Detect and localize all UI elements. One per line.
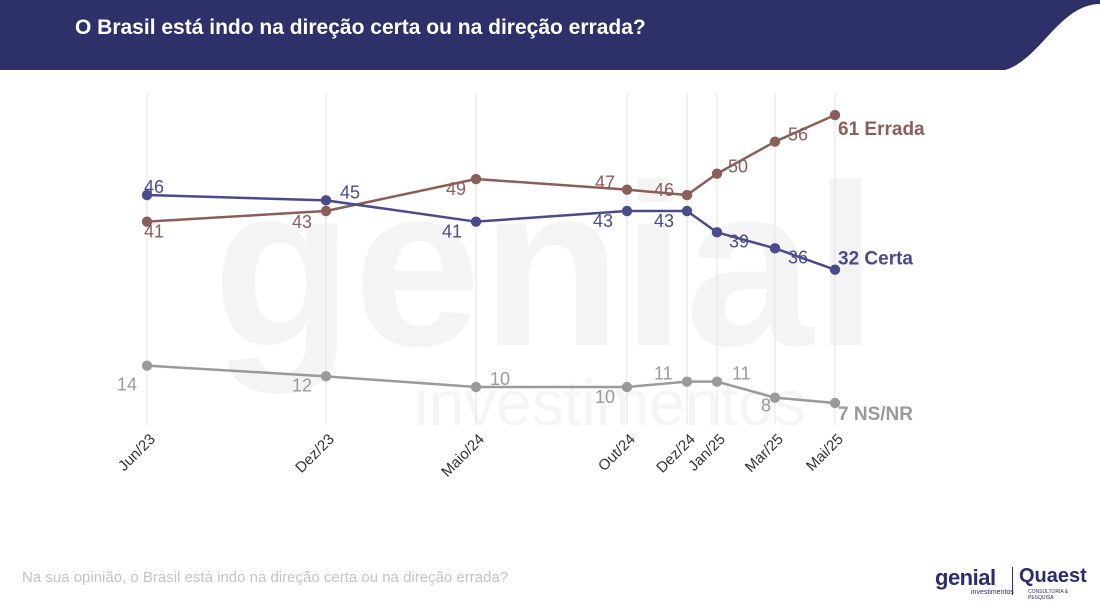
data-label: 47 — [595, 173, 615, 193]
series-end-label: 32 Certa — [838, 249, 913, 270]
data-point — [470, 216, 482, 227]
series-line-certa — [146, 193, 836, 271]
series-line-nsnr — [146, 364, 836, 405]
data-label: 49 — [446, 179, 466, 199]
data-label: 41 — [442, 222, 462, 242]
data-label: 50 — [728, 157, 748, 177]
data-point — [711, 376, 723, 387]
data-point — [711, 168, 723, 179]
data-point — [769, 136, 781, 147]
page-title: O Brasil está indo na direção certa ou n… — [75, 16, 646, 39]
data-label: 12 — [292, 375, 312, 395]
data-point — [470, 173, 482, 185]
data-label: 11 — [732, 364, 751, 384]
series-lines — [146, 113, 836, 405]
data-point — [320, 195, 332, 206]
footer-caption: Na sua opinião, o Brasil está indo na di… — [22, 569, 509, 586]
data-point — [769, 392, 781, 403]
data-point — [320, 205, 332, 217]
genial-logo: genial — [935, 565, 996, 590]
data-point — [621, 184, 633, 195]
data-label: 11 — [654, 364, 673, 384]
watermark-text: genial — [213, 137, 878, 394]
data-point — [829, 109, 841, 121]
data-label: 10 — [490, 369, 510, 389]
line-chart: genial investimentos 41 43 49 47 46 50 56 61 Er… — [115, 93, 925, 481]
data-label: 43 — [292, 212, 312, 232]
data-label: 10 — [595, 387, 615, 407]
series-end-label: 61 Errada — [838, 119, 925, 140]
data-label: 36 — [788, 247, 808, 267]
data-point — [829, 264, 841, 275]
data-point — [769, 243, 781, 254]
series-end-label: 7 NS/NR — [838, 404, 913, 425]
data-point — [320, 371, 332, 382]
data-point — [681, 376, 693, 387]
data-point — [621, 381, 633, 393]
series-line-errada — [146, 113, 836, 223]
quaest-logo-sub: CONSULTORIA & PESQUISA — [1028, 589, 1069, 601]
x-tick-label: Jun/23 — [115, 431, 159, 475]
data-point — [141, 189, 153, 201]
watermark: genial investimentos — [213, 137, 878, 439]
genial-logo-sub: investimentos — [971, 589, 1014, 596]
data-point — [681, 205, 693, 217]
quaest-logo: Quaest — [1019, 565, 1087, 587]
watermark-subtext: investimentos — [414, 367, 805, 439]
data-point — [681, 189, 693, 201]
logos: genial investimentos Quaest CONSULTORIA … — [935, 565, 1095, 601]
data-point — [621, 205, 633, 217]
header-banner — [0, 0, 1100, 70]
data-point — [711, 227, 723, 238]
series-points — [141, 109, 841, 409]
data-label: 8 — [761, 396, 771, 416]
data-label: 39 — [729, 231, 749, 251]
data-label: 56 — [788, 125, 808, 145]
data-label: 45 — [340, 182, 360, 202]
data-point — [829, 397, 841, 409]
data-label: 41 — [144, 222, 164, 242]
logo-divider — [1012, 567, 1013, 595]
data-label: 14 — [117, 375, 137, 395]
data-label: 46 — [654, 180, 674, 200]
data-point — [470, 381, 482, 393]
data-labels: 41 43 49 47 46 50 56 61 Errada 46 45 41 43 43 39 36 32 … — [117, 119, 925, 425]
x-tick-label: Mai/25 — [803, 431, 847, 475]
data-label: 46 — [144, 177, 164, 197]
x-tick-label: Dez/23 — [292, 431, 338, 477]
data-point — [141, 360, 153, 371]
data-point — [141, 216, 153, 227]
data-label: 43 — [654, 211, 674, 231]
data-label: 43 — [593, 211, 613, 231]
